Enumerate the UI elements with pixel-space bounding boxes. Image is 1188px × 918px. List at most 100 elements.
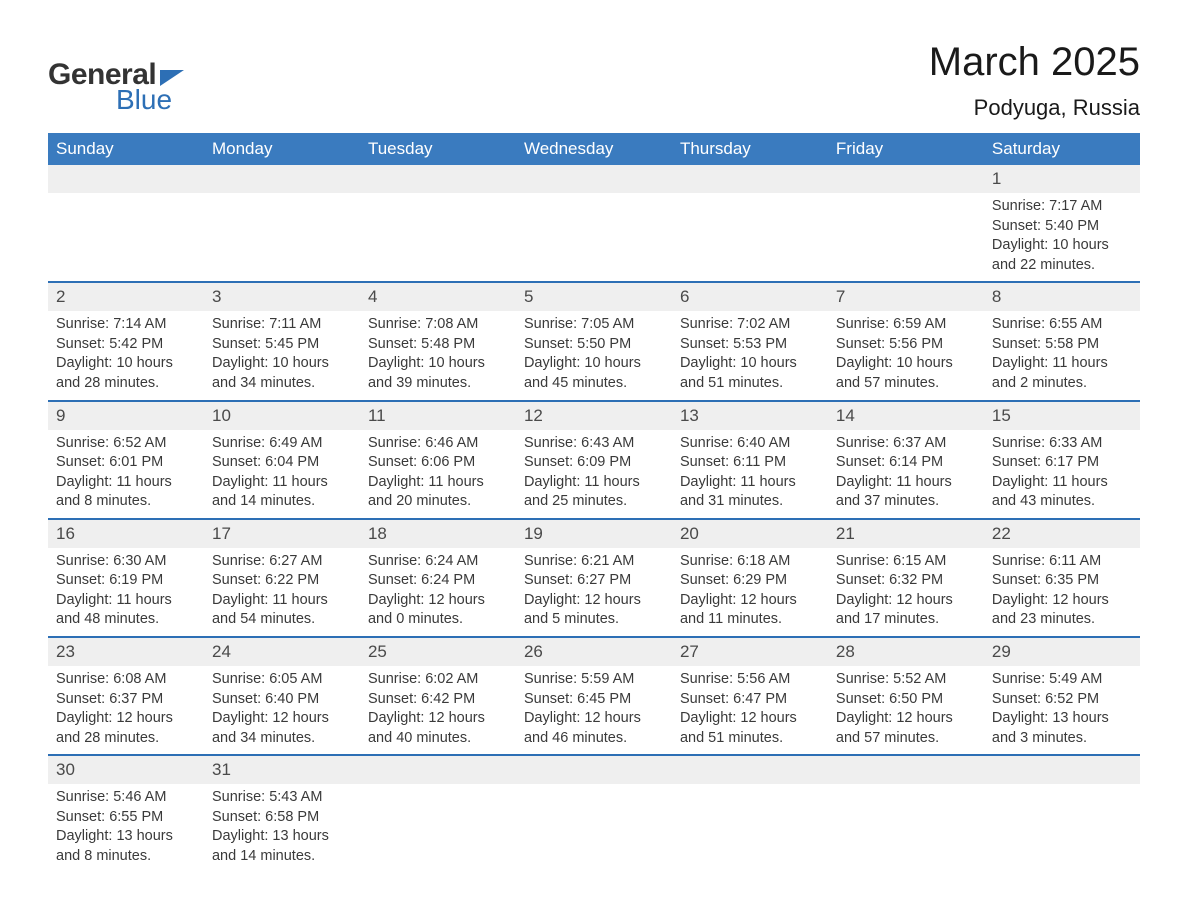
title-block: March 2025 Podyuga, Russia <box>929 40 1140 121</box>
day-details-cell: Sunrise: 6:43 AMSunset: 6:09 PMDaylight:… <box>516 430 672 519</box>
day-details-cell: Sunrise: 6:59 AMSunset: 5:56 PMDaylight:… <box>828 311 984 400</box>
logo-sail-icon <box>160 70 184 86</box>
sunset-text: Sunset: 6:24 PM <box>368 571 508 591</box>
day-details-cell: Sunrise: 5:43 AMSunset: 6:58 PMDaylight:… <box>204 784 360 872</box>
sunrise-text: Sunrise: 6:30 AM <box>56 552 196 572</box>
sunset-text: Sunset: 6:09 PM <box>524 453 664 473</box>
day-details-cell <box>516 784 672 872</box>
day-details-cell <box>828 784 984 872</box>
day-number-cell <box>360 755 516 784</box>
sunrise-text: Sunrise: 7:17 AM <box>992 197 1132 217</box>
calendar-details-row: Sunrise: 7:14 AMSunset: 5:42 PMDaylight:… <box>48 311 1140 400</box>
sunrise-text: Sunrise: 5:46 AM <box>56 788 196 808</box>
calendar-details-row: Sunrise: 6:30 AMSunset: 6:19 PMDaylight:… <box>48 548 1140 637</box>
sunset-text: Sunset: 6:04 PM <box>212 453 352 473</box>
daylight-text: Daylight: 12 hours and 11 minutes. <box>680 591 820 630</box>
day-number-cell <box>828 755 984 784</box>
calendar-daynum-row: 23242526272829 <box>48 637 1140 666</box>
daylight-text: Daylight: 10 hours and 57 minutes. <box>836 354 976 393</box>
day-details-cell: Sunrise: 6:15 AMSunset: 6:32 PMDaylight:… <box>828 548 984 637</box>
calendar-header-cell: Wednesday <box>516 133 672 165</box>
day-details-cell: Sunrise: 6:05 AMSunset: 6:40 PMDaylight:… <box>204 666 360 755</box>
daylight-text: Daylight: 11 hours and 48 minutes. <box>56 591 196 630</box>
sunset-text: Sunset: 6:19 PM <box>56 571 196 591</box>
sunset-text: Sunset: 6:29 PM <box>680 571 820 591</box>
day-number-cell: 6 <box>672 282 828 311</box>
day-number-cell: 5 <box>516 282 672 311</box>
sunrise-text: Sunrise: 6:43 AM <box>524 434 664 454</box>
page-title: March 2025 <box>929 40 1140 85</box>
sunrise-text: Sunrise: 6:11 AM <box>992 552 1132 572</box>
calendar-daynum-row: 2345678 <box>48 282 1140 311</box>
sunrise-text: Sunrise: 6:49 AM <box>212 434 352 454</box>
sunrise-text: Sunrise: 5:52 AM <box>836 670 976 690</box>
day-details-cell: Sunrise: 7:11 AMSunset: 5:45 PMDaylight:… <box>204 311 360 400</box>
day-number-cell: 10 <box>204 401 360 430</box>
calendar-header-row: SundayMondayTuesdayWednesdayThursdayFrid… <box>48 133 1140 165</box>
day-details-cell: Sunrise: 6:40 AMSunset: 6:11 PMDaylight:… <box>672 430 828 519</box>
sunrise-text: Sunrise: 6:40 AM <box>680 434 820 454</box>
day-number-cell <box>828 165 984 193</box>
daylight-text: Daylight: 11 hours and 31 minutes. <box>680 473 820 512</box>
sunset-text: Sunset: 6:32 PM <box>836 571 976 591</box>
daylight-text: Daylight: 12 hours and 46 minutes. <box>524 709 664 748</box>
sunrise-text: Sunrise: 5:49 AM <box>992 670 1132 690</box>
sunset-text: Sunset: 5:42 PM <box>56 335 196 355</box>
sunset-text: Sunset: 6:11 PM <box>680 453 820 473</box>
day-details-cell: Sunrise: 7:05 AMSunset: 5:50 PMDaylight:… <box>516 311 672 400</box>
day-number-cell <box>48 165 204 193</box>
sunset-text: Sunset: 5:56 PM <box>836 335 976 355</box>
daylight-text: Daylight: 11 hours and 43 minutes. <box>992 473 1132 512</box>
calendar-header-cell: Thursday <box>672 133 828 165</box>
sunrise-text: Sunrise: 6:46 AM <box>368 434 508 454</box>
day-number-cell: 22 <box>984 519 1140 548</box>
sunset-text: Sunset: 6:47 PM <box>680 690 820 710</box>
sunset-text: Sunset: 5:40 PM <box>992 217 1132 237</box>
daylight-text: Daylight: 13 hours and 8 minutes. <box>56 827 196 866</box>
day-number-cell: 2 <box>48 282 204 311</box>
sunrise-text: Sunrise: 7:11 AM <box>212 315 352 335</box>
daylight-text: Daylight: 10 hours and 34 minutes. <box>212 354 352 393</box>
daylight-text: Daylight: 13 hours and 3 minutes. <box>992 709 1132 748</box>
sunrise-text: Sunrise: 7:05 AM <box>524 315 664 335</box>
day-details-cell: Sunrise: 7:08 AMSunset: 5:48 PMDaylight:… <box>360 311 516 400</box>
logo-text-blue: Blue <box>116 84 172 116</box>
sunrise-text: Sunrise: 5:43 AM <box>212 788 352 808</box>
sunset-text: Sunset: 6:17 PM <box>992 453 1132 473</box>
sunrise-text: Sunrise: 6:18 AM <box>680 552 820 572</box>
day-number-cell: 21 <box>828 519 984 548</box>
daylight-text: Daylight: 11 hours and 20 minutes. <box>368 473 508 512</box>
daylight-text: Daylight: 12 hours and 57 minutes. <box>836 709 976 748</box>
day-details-cell <box>360 193 516 282</box>
sunset-text: Sunset: 6:35 PM <box>992 571 1132 591</box>
day-number-cell: 13 <box>672 401 828 430</box>
daylight-text: Daylight: 11 hours and 14 minutes. <box>212 473 352 512</box>
calendar-header-cell: Monday <box>204 133 360 165</box>
sunset-text: Sunset: 5:50 PM <box>524 335 664 355</box>
day-details-cell: Sunrise: 7:14 AMSunset: 5:42 PMDaylight:… <box>48 311 204 400</box>
sunrise-text: Sunrise: 6:52 AM <box>56 434 196 454</box>
day-number-cell: 4 <box>360 282 516 311</box>
day-details-cell: Sunrise: 7:02 AMSunset: 5:53 PMDaylight:… <box>672 311 828 400</box>
day-number-cell <box>204 165 360 193</box>
calendar-daynum-row: 3031 <box>48 755 1140 784</box>
sunset-text: Sunset: 6:55 PM <box>56 808 196 828</box>
day-number-cell <box>516 165 672 193</box>
sunset-text: Sunset: 6:42 PM <box>368 690 508 710</box>
day-number-cell: 24 <box>204 637 360 666</box>
day-number-cell <box>360 165 516 193</box>
sunset-text: Sunset: 6:22 PM <box>212 571 352 591</box>
sunrise-text: Sunrise: 6:05 AM <box>212 670 352 690</box>
daylight-text: Daylight: 12 hours and 40 minutes. <box>368 709 508 748</box>
calendar-details-row: Sunrise: 7:17 AMSunset: 5:40 PMDaylight:… <box>48 193 1140 282</box>
day-number-cell: 29 <box>984 637 1140 666</box>
daylight-text: Daylight: 11 hours and 37 minutes. <box>836 473 976 512</box>
sunset-text: Sunset: 5:48 PM <box>368 335 508 355</box>
daylight-text: Daylight: 11 hours and 25 minutes. <box>524 473 664 512</box>
sunrise-text: Sunrise: 6:37 AM <box>836 434 976 454</box>
sunset-text: Sunset: 6:01 PM <box>56 453 196 473</box>
daylight-text: Daylight: 10 hours and 45 minutes. <box>524 354 664 393</box>
sunrise-text: Sunrise: 6:24 AM <box>368 552 508 572</box>
sunset-text: Sunset: 6:52 PM <box>992 690 1132 710</box>
calendar-header-cell: Tuesday <box>360 133 516 165</box>
